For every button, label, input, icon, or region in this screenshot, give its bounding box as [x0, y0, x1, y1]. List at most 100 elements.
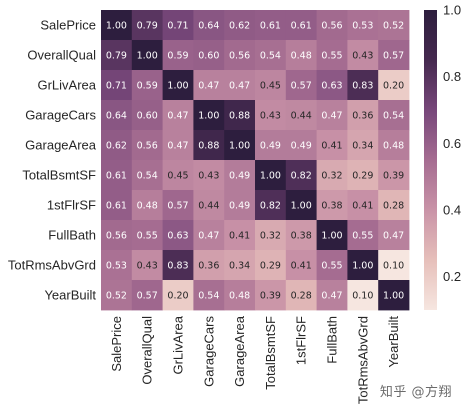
cell-value-label: 0.47 [167, 111, 188, 122]
cell-value-label: 0.49 [291, 141, 312, 152]
heatmap-cell [131, 280, 163, 311]
heatmap-cell [378, 280, 410, 311]
heatmap-cell [193, 250, 225, 281]
cell-value-label: 0.43 [137, 261, 158, 272]
row-label: FullBath [48, 228, 96, 243]
heatmap-cell [101, 40, 133, 71]
column-label: FullBath [325, 316, 340, 364]
cell-value-label: 0.52 [106, 291, 127, 302]
cell-value-label: 0.45 [167, 171, 188, 182]
cell-value-label: 0.45 [260, 81, 281, 92]
heatmap-cell [378, 100, 410, 131]
heatmap-cell [162, 100, 194, 131]
cell-value-label: 0.29 [260, 261, 281, 272]
cell-value-label: 0.57 [383, 51, 404, 62]
heatmap-cell [316, 220, 348, 251]
cell-value-label: 0.61 [260, 21, 281, 32]
heatmap-cell [255, 130, 287, 161]
cell-value-label: 0.39 [383, 171, 404, 182]
heatmap-cell [285, 40, 317, 71]
cell-value-label: 0.10 [383, 261, 404, 272]
column-label: GarageCars [201, 316, 216, 387]
cell-value-label: 0.57 [291, 81, 312, 92]
heatmap-cell [224, 160, 256, 191]
cell-value-label: 0.41 [352, 201, 373, 212]
heatmap-cell [316, 130, 348, 161]
watermark: 知乎 @方翔 [379, 385, 452, 400]
cell-value-label: 0.54 [137, 171, 158, 182]
heatmap-cell [224, 40, 256, 71]
cell-value-label: 0.57 [167, 201, 188, 212]
heatmap-cell [347, 190, 379, 221]
cell-value-label: 0.20 [383, 81, 404, 92]
cell-value-label: 0.79 [137, 21, 158, 32]
heatmap-cell [347, 160, 379, 191]
heatmap-cell [101, 100, 133, 131]
column-label: 1stFlrSF [294, 316, 309, 365]
cell-value-label: 0.56 [106, 231, 127, 242]
heatmap-cell [347, 10, 379, 41]
cell-value-label: 0.79 [106, 51, 127, 62]
heatmap-cell [316, 160, 348, 191]
heatmap-cell [131, 40, 163, 71]
heatmap-cell [162, 280, 194, 311]
heatmap-cell [224, 220, 256, 251]
column-label: GarageArea [232, 315, 247, 387]
cell-value-label: 0.48 [383, 141, 404, 152]
cell-value-label: 0.56 [229, 51, 250, 62]
row-labels: SalePrice OverallQual GrLivArea GarageCars G… [8, 18, 97, 303]
cell-value-label: 0.49 [229, 201, 250, 212]
cell-value-label: 0.71 [167, 21, 188, 32]
column-label: SalePrice [109, 316, 124, 372]
column-label: OverallQual [140, 316, 155, 385]
cell-value-label: 0.82 [260, 201, 281, 212]
heatmap-cell [378, 40, 410, 71]
heatmap-cell [193, 280, 225, 311]
cell-value-label: 0.28 [291, 291, 312, 302]
cell-value-label: 0.44 [198, 201, 219, 212]
cell-value-label: 0.32 [260, 231, 281, 242]
heatmap-cell [162, 160, 194, 191]
cell-value-label: 0.59 [137, 81, 158, 92]
heatmap-cell [347, 220, 379, 251]
cell-value-label: 0.59 [167, 51, 188, 62]
heatmap-cell [131, 100, 163, 131]
cell-value-label: 0.83 [167, 261, 188, 272]
row-label: GarageArea [25, 138, 97, 153]
heatmap-cell [101, 130, 133, 161]
cell-value-label: 0.41 [321, 141, 342, 152]
cell-value-label: 0.38 [291, 231, 312, 242]
cell-value-label: 0.43 [198, 171, 219, 182]
heatmap-cell [255, 190, 287, 221]
column-label: TotalBsmtSF [263, 316, 278, 390]
heatmap-cell [285, 10, 317, 41]
heatmap-cell [193, 100, 225, 131]
cell-value-label: 0.29 [352, 171, 373, 182]
cell-value-label: 1.00 [321, 231, 342, 242]
heatmap-cell [285, 280, 317, 311]
cell-value-label: 0.54 [260, 51, 281, 62]
cell-value-label: 0.47 [321, 111, 342, 122]
heatmap-cell [255, 10, 287, 41]
cell-value-label: 0.61 [106, 201, 127, 212]
heatmap-cell [101, 160, 133, 191]
heatmap-cell [285, 100, 317, 131]
cell-value-label: 0.38 [321, 201, 342, 212]
heatmap-cell [131, 10, 163, 41]
cell-value-label: 1.00 [383, 291, 404, 302]
cell-value-label: 1.00 [106, 21, 127, 32]
cell-value-label: 0.71 [106, 81, 127, 92]
cell-value-label: 0.56 [137, 141, 158, 152]
cell-value-label: 0.61 [106, 171, 127, 182]
cell-value-label: 0.55 [321, 261, 342, 272]
heatmap-cell [131, 70, 163, 101]
colorbar-tick-label: 0.4 [443, 203, 461, 218]
cell-value-label: 0.48 [291, 51, 312, 62]
heatmap-cell [131, 250, 163, 281]
heatmap-cell [162, 220, 194, 251]
colorbar-tick-label: 0.8 [443, 69, 461, 84]
cell-value-label: 0.10 [352, 291, 373, 302]
cell-value-label: 0.88 [198, 141, 219, 152]
heatmap-cell [131, 130, 163, 161]
heatmap-cell [224, 100, 256, 131]
